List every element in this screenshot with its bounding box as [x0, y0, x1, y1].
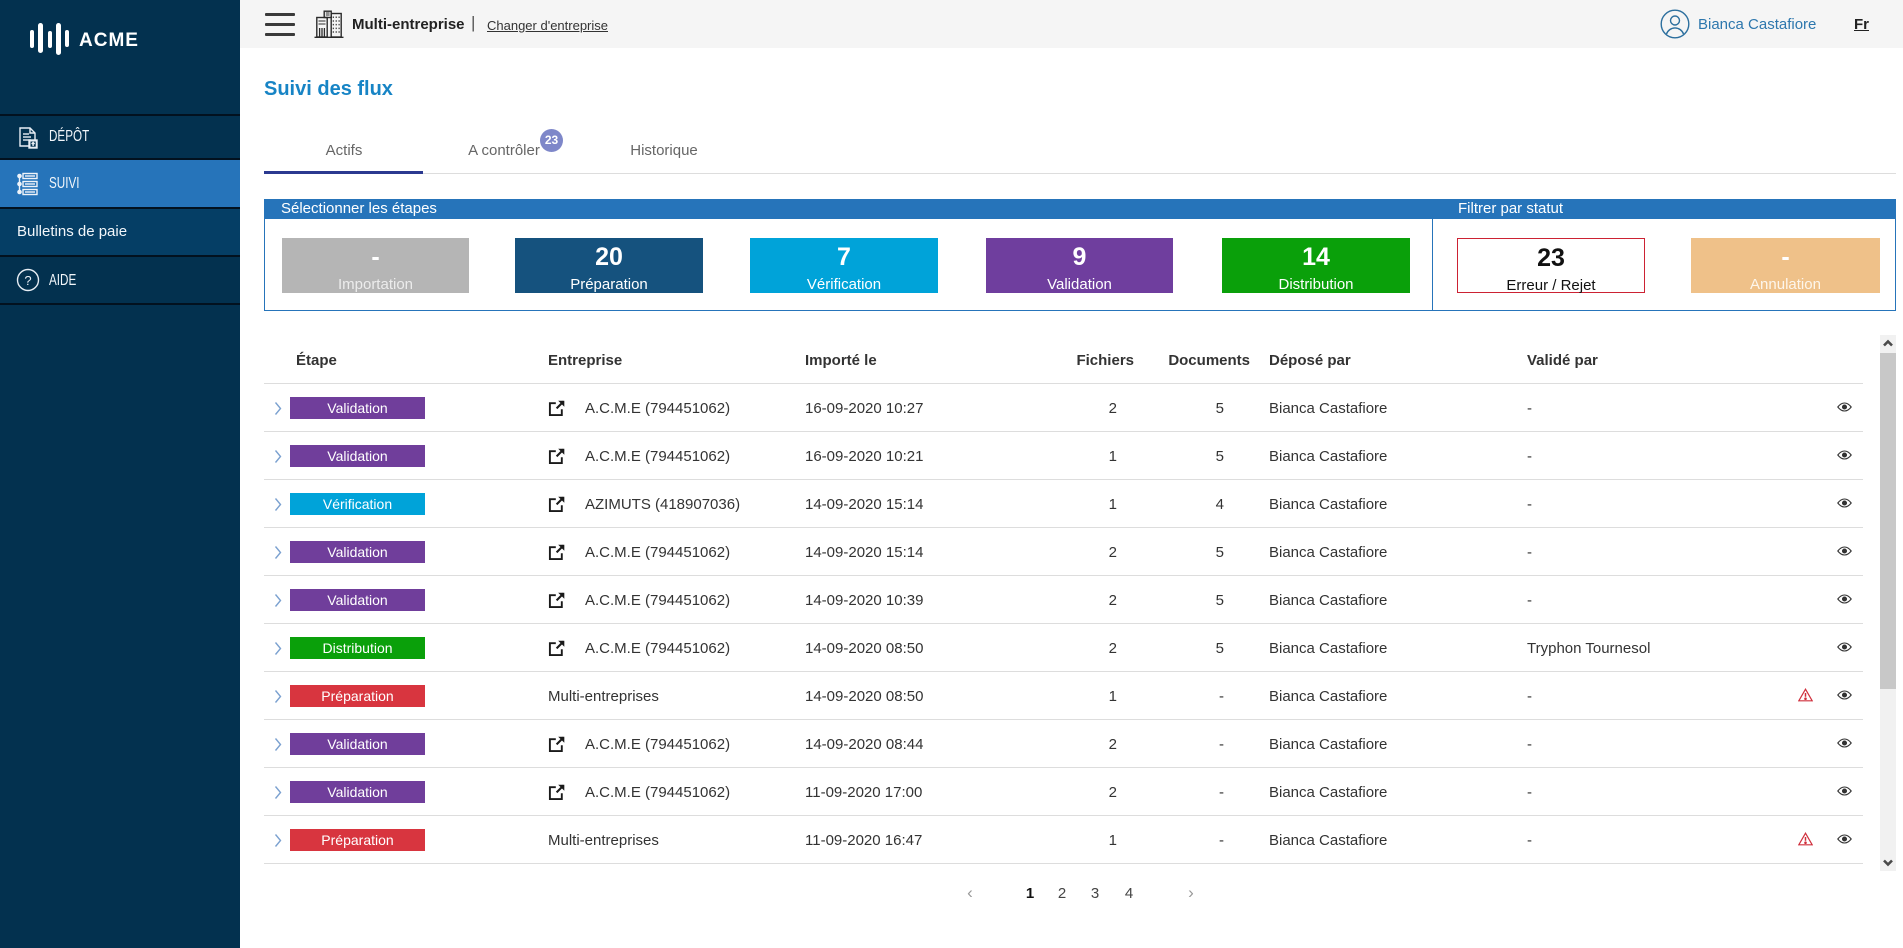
- svg-text:?: ?: [24, 273, 31, 288]
